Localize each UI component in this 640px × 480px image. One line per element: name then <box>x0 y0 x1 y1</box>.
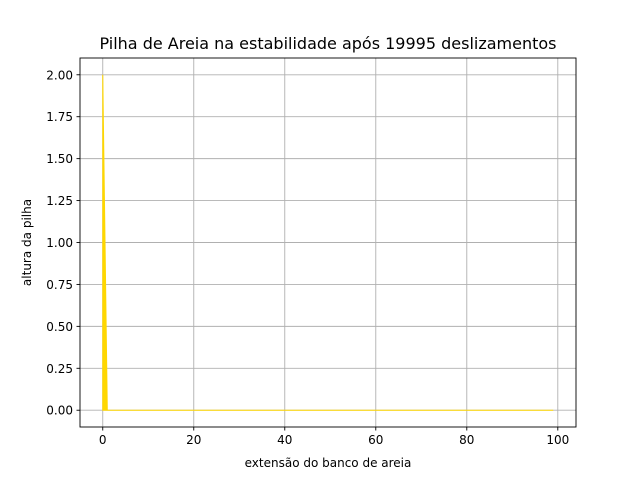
x-axis-ticks: 0 20 40 60 80 100 <box>99 427 569 447</box>
x-axis-label: extensão do banco de areia <box>245 456 412 470</box>
x-tick-label: 80 <box>459 433 474 447</box>
data-area <box>102 74 554 411</box>
grid <box>80 58 576 427</box>
y-tick-label: 0.75 <box>46 278 73 292</box>
y-axis-ticks: 0.00 0.25 0.50 0.75 1.00 1.25 1.50 1.75 2.00 <box>46 68 80 418</box>
chart-title: Pilha de Areia na estabilidade após 1999… <box>99 34 556 53</box>
x-tick-label: 0 <box>99 433 107 447</box>
y-tick-label: 1.50 <box>46 152 73 166</box>
x-tick-label: 60 <box>368 433 383 447</box>
area-series <box>102 74 554 411</box>
y-axis-label: altura da pilha <box>20 199 34 286</box>
y-tick-label: 2.00 <box>46 68 73 82</box>
y-tick-label: 1.00 <box>46 236 73 250</box>
y-tick-label: 1.25 <box>46 194 73 208</box>
y-tick-label: 0.00 <box>46 404 73 418</box>
x-tick-label: 40 <box>277 433 292 447</box>
y-tick-label: 0.25 <box>46 362 73 376</box>
x-tick-label: 20 <box>186 433 201 447</box>
x-tick-label: 100 <box>546 433 569 447</box>
y-tick-label: 0.50 <box>46 320 73 334</box>
y-tick-label: 1.75 <box>46 110 73 124</box>
